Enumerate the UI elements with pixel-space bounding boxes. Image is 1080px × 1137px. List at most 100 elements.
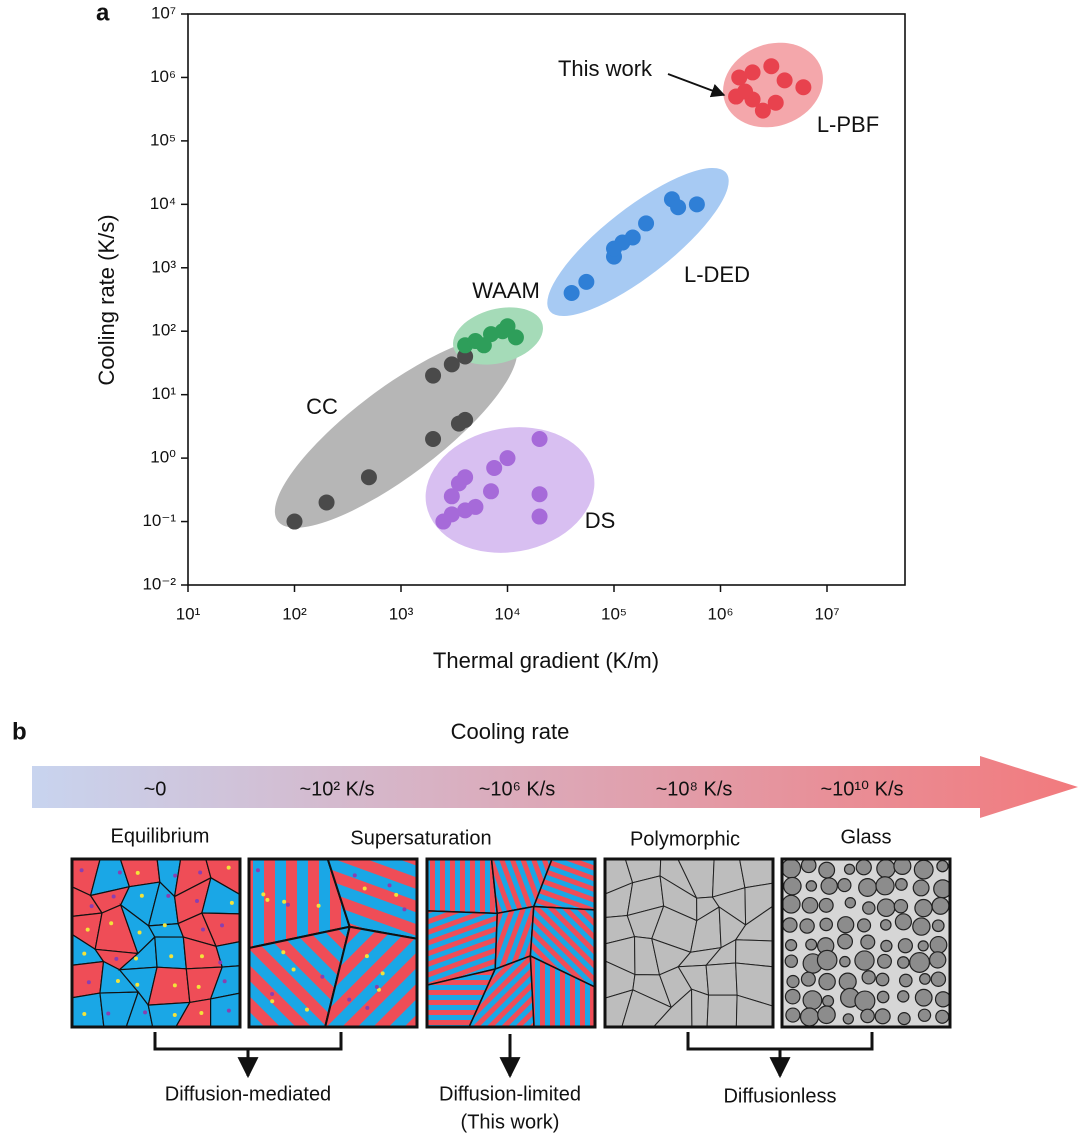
dot	[82, 1012, 87, 1017]
grain	[605, 989, 634, 1027]
particle	[897, 990, 910, 1003]
particle	[861, 970, 876, 985]
particle	[928, 951, 947, 969]
particle	[837, 916, 855, 934]
tile-frame	[247, 857, 419, 1029]
y-tick-label: 10⁶	[150, 67, 176, 86]
dot	[139, 893, 144, 898]
particle	[914, 988, 933, 1007]
point	[744, 64, 761, 81]
bracket	[153, 1032, 343, 1051]
point	[754, 102, 771, 119]
tile-polymorphic	[605, 859, 773, 1027]
particle	[875, 876, 895, 896]
particle	[893, 898, 909, 914]
point	[531, 508, 548, 525]
dot	[255, 868, 260, 873]
point	[425, 367, 442, 384]
particle	[930, 971, 947, 987]
lpbf-region	[723, 42, 823, 128]
grain	[125, 990, 154, 1027]
grain	[532, 859, 595, 911]
dot	[291, 967, 296, 972]
brackets	[153, 1032, 874, 1079]
particle	[854, 990, 876, 1012]
series-label: L-PBF	[817, 112, 879, 137]
plot: 10¹ 10² 10³ 10⁴ 10⁵ 10⁶ 10⁷ 10⁻² 10⁻¹ 10⁰ 10¹ 10² 10…	[142, 3, 839, 623]
dot	[226, 865, 231, 870]
tile-glass	[782, 859, 950, 1027]
y-tick-label: 10⁵	[150, 130, 176, 149]
particle	[820, 877, 838, 895]
point	[443, 506, 460, 523]
particle	[894, 913, 913, 931]
series-label: L-DED	[684, 262, 750, 287]
particle	[876, 990, 890, 1004]
tile-frame	[780, 857, 952, 1029]
dot	[364, 954, 369, 959]
dot	[316, 903, 321, 908]
particle	[818, 861, 836, 879]
dot	[135, 870, 140, 875]
y-axis-label: Cooling rate (K/s)	[94, 214, 119, 385]
particle	[842, 1013, 855, 1025]
dot	[285, 902, 290, 907]
rate-label: ~0	[144, 778, 167, 800]
point	[795, 79, 812, 96]
particle	[929, 935, 948, 954]
grain	[739, 859, 773, 889]
particle	[862, 901, 876, 915]
point	[443, 356, 460, 373]
panel-letter: b	[12, 718, 27, 745]
particle	[860, 934, 876, 950]
rate-label: ~10² K/s	[299, 778, 374, 800]
particle	[875, 972, 890, 987]
particle	[897, 938, 913, 954]
dot	[282, 899, 287, 904]
particle	[855, 859, 872, 876]
particle	[917, 1008, 932, 1022]
grain	[200, 912, 240, 947]
particle	[837, 878, 852, 893]
point	[531, 486, 548, 503]
grain	[621, 989, 673, 1027]
particle	[854, 950, 875, 971]
grain	[175, 998, 212, 1027]
particle	[783, 876, 802, 896]
particle	[805, 938, 818, 951]
particle	[782, 894, 801, 914]
annotation-arrow	[667, 73, 726, 98]
particle	[917, 940, 929, 952]
point	[638, 215, 655, 232]
point	[486, 459, 503, 476]
x-tick-label: 10¹	[176, 604, 201, 623]
dot	[394, 892, 399, 897]
x-tick-label: 10³	[389, 604, 414, 623]
particle	[786, 974, 800, 989]
point	[776, 72, 793, 89]
tile-supersaturation	[249, 859, 417, 1027]
dot	[117, 870, 122, 875]
micrographs	[70, 857, 952, 1029]
series-label: WAAM	[472, 278, 540, 303]
grain	[147, 1001, 191, 1027]
series-label: CC	[306, 394, 338, 419]
grain	[326, 859, 417, 940]
point	[606, 240, 623, 257]
structure-label: Polymorphic	[630, 828, 740, 850]
dot	[304, 1007, 309, 1012]
rate-arrow	[32, 756, 1078, 818]
y-tick-label: 10³	[151, 257, 176, 276]
particle	[802, 990, 823, 1011]
rate-label: ~10⁶ K/s	[479, 778, 556, 800]
x-tick-label: 10⁴	[494, 604, 520, 623]
dot	[194, 898, 199, 903]
particle	[844, 897, 857, 909]
particle	[782, 917, 798, 933]
y-tick-label: 10²	[151, 321, 176, 340]
dot	[200, 927, 205, 932]
particle	[816, 949, 838, 971]
dot	[198, 870, 203, 875]
dot	[166, 893, 171, 898]
point	[578, 273, 595, 290]
